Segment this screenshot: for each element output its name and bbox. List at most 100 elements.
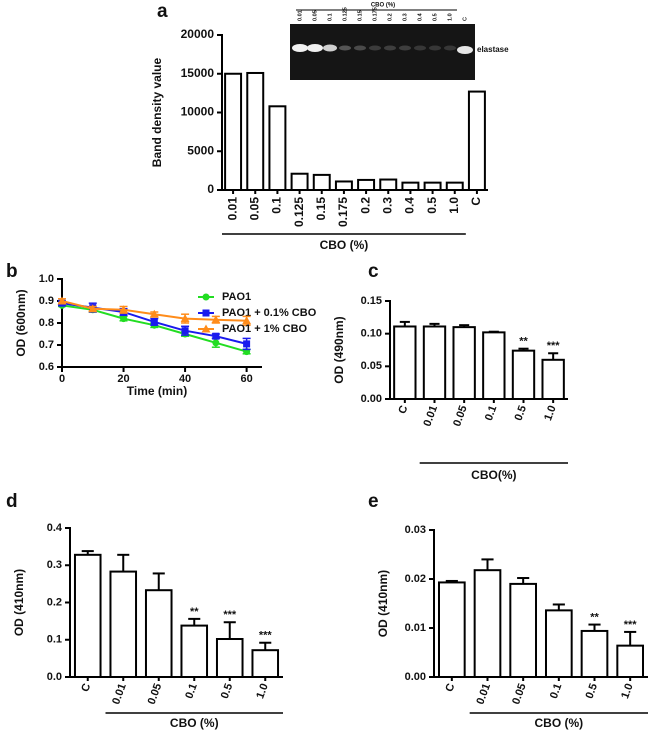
bar: [334, 180, 353, 192]
x-tick-label: 0: [59, 373, 65, 385]
x-tick-label: C: [396, 404, 410, 416]
y-axis-label: OD (410nm): [376, 570, 390, 637]
y-tick-label: 0.3: [47, 559, 62, 571]
y-axis-label: Band density value: [150, 57, 164, 167]
x-tick-label: 0.1: [270, 197, 284, 214]
y-tick-label: 0.4: [47, 522, 63, 534]
panel-label: c: [368, 261, 379, 282]
bar: [544, 609, 573, 678]
lane-label: 0.01: [297, 10, 303, 21]
legend-label: PAO1: [222, 291, 251, 303]
y-tick-label: 0.9: [39, 295, 54, 307]
bar: [379, 178, 398, 192]
x-axis-label: CBO (%): [534, 716, 583, 730]
lane-label: 0.125: [342, 7, 348, 21]
significance-label: ***: [259, 630, 273, 642]
y-tick-label: 20000: [181, 27, 215, 41]
bar: [73, 553, 102, 679]
lane-label: 0.5: [432, 13, 438, 21]
x-tick-label: 0.5: [584, 682, 601, 700]
data-point: [150, 318, 158, 326]
gel-bands: [292, 44, 473, 54]
legend-label: PAO1 + 0.1% CBO: [222, 307, 317, 319]
bar: [268, 105, 287, 191]
bar: [541, 358, 565, 400]
lane-label: 1.0: [447, 13, 453, 21]
y-tick-label: 0.03: [405, 524, 426, 536]
bar: [467, 90, 486, 191]
significance-label: **: [590, 611, 599, 623]
panel-label: b: [6, 261, 18, 282]
x-tick-label: 0.2: [358, 197, 372, 214]
x-tick-label: 1.0: [542, 404, 559, 422]
y-tick-label: 0: [207, 182, 214, 196]
lane-label: C: [462, 17, 468, 21]
bar: [509, 582, 538, 679]
significance-label: ***: [624, 619, 638, 631]
significance-label: ***: [223, 609, 237, 621]
lane-label: 0.05: [312, 10, 318, 21]
x-tick-label: 0.5: [425, 197, 439, 214]
x-tick-label: 1.0: [619, 682, 636, 700]
panel-label: d: [6, 491, 18, 512]
data-point: [88, 304, 98, 313]
data-point: [242, 316, 252, 325]
bar: [580, 629, 609, 679]
bar: [251, 649, 280, 678]
bar: [393, 325, 417, 401]
x-tick-label: 0.1: [483, 404, 500, 422]
y-tick-label: 0.00: [405, 671, 426, 683]
bar: [215, 638, 244, 679]
inset-title: CBO (%): [371, 3, 395, 9]
data-point: [211, 315, 221, 324]
lane-label: 0.15: [357, 10, 363, 21]
panel-label: e: [368, 491, 379, 512]
bar: [511, 349, 536, 400]
data-point: [181, 327, 189, 335]
y-tick-label: 10000: [181, 105, 215, 119]
y-tick-label: 0.05: [361, 360, 382, 372]
data-point: [212, 332, 220, 340]
bar: [312, 173, 331, 191]
y-axis-label: OD (600nm): [14, 289, 28, 356]
data-point: [149, 309, 159, 318]
bar: [452, 326, 476, 400]
x-tick-label: 1.0: [447, 197, 461, 214]
y-tick-label: 0.8: [39, 317, 54, 329]
lane-label: 0.1: [327, 13, 333, 21]
x-tick-label: C: [469, 197, 483, 206]
bar: [445, 181, 464, 191]
data-point: [180, 314, 190, 323]
x-tick-label: 0.175: [336, 197, 350, 227]
bar: [180, 624, 209, 678]
y-tick-label: 0.01: [405, 622, 426, 634]
x-tick-label: 0.4: [403, 197, 417, 214]
bar: [357, 178, 376, 192]
x-tick-label: 0.01: [474, 682, 493, 706]
y-tick-label: 0.7: [39, 339, 54, 351]
y-tick-label: 0.2: [47, 596, 62, 608]
bar: [401, 181, 420, 191]
y-tick-label: 1.0: [39, 273, 54, 285]
lane-label: 0.2: [387, 13, 393, 21]
significance-label: ***: [547, 340, 561, 352]
x-tick-label: 0.01: [225, 197, 239, 221]
x-axis-label: CBO(%): [471, 468, 516, 482]
x-axis-label: Time (min): [127, 384, 187, 398]
y-tick-label: 0.10: [361, 328, 382, 340]
bar: [473, 569, 502, 678]
bar: [422, 325, 447, 401]
bar: [482, 331, 506, 400]
x-tick-label: 60: [240, 373, 252, 385]
data-point: [119, 305, 129, 314]
legend-marker: [201, 324, 211, 333]
bar: [109, 570, 138, 679]
x-tick-label: 0.3: [380, 197, 394, 214]
x-tick-label: C: [443, 682, 457, 694]
x-tick-label: 0.05: [451, 404, 470, 428]
x-tick-label: 0.125: [292, 197, 306, 227]
y-tick-label: 0.0: [47, 671, 62, 683]
lane-label: 0.175: [372, 7, 378, 21]
x-tick-label: 20: [117, 373, 129, 385]
